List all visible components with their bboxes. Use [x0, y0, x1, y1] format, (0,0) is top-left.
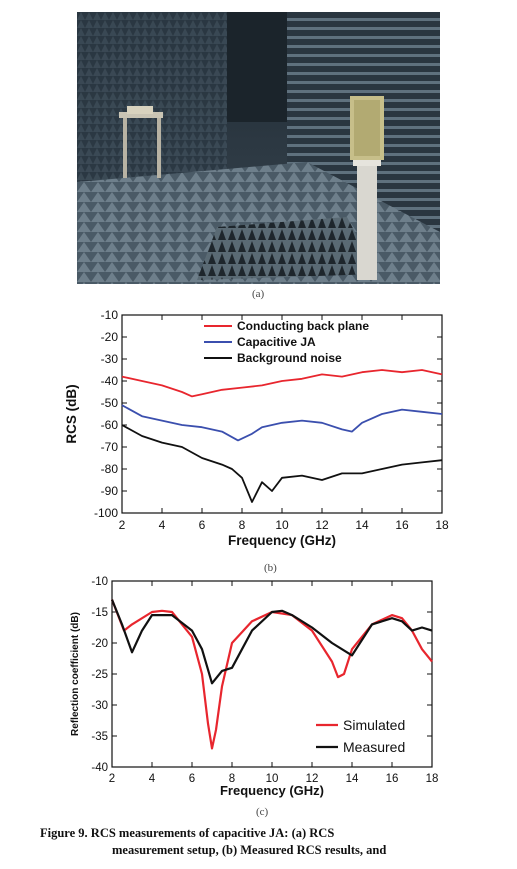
- y-tick-label: -20: [101, 330, 119, 344]
- y-axis-label: Reflection coefficient (dB): [70, 612, 81, 736]
- y-tick-label: -60: [101, 418, 119, 432]
- x-tick-label: 2: [119, 518, 126, 532]
- reflection-coefficient-chart: 2 4 6 8 10 12 14 16 18 -10 -15 -20 -25 -30 -35 -40 Frequ…: [70, 576, 439, 798]
- x-tick-label: 10: [266, 773, 279, 785]
- x-tick-label: 18: [426, 773, 439, 785]
- series-line-background-noise: [121, 424, 443, 503]
- caption-line-1: Figure 9. RCS measurements of capacitive…: [40, 826, 335, 840]
- x-tick-label: 2: [109, 773, 115, 785]
- rcs-chart: 2 4 6 8 10 12 14 16 18 -10 -20 -30 -40 -50 -60 -70 -80 -9…: [64, 308, 449, 548]
- legend-label: Measured: [343, 739, 405, 755]
- y-tick-label: -35: [91, 731, 108, 743]
- y-tick-label: -40: [101, 374, 119, 388]
- panel-a-label: (a): [252, 288, 265, 300]
- y-tick-label: -10: [91, 576, 108, 588]
- y-tick-label: -100: [94, 506, 118, 520]
- x-tick-label: 4: [149, 773, 156, 785]
- x-tick-label: 12: [315, 518, 329, 532]
- series-line-measured: [110, 599, 433, 685]
- y-tick-label: -70: [101, 440, 119, 454]
- legend-label: Capacitive JA: [237, 335, 316, 349]
- legend-label: Simulated: [343, 717, 405, 733]
- y-tick-label: -80: [101, 462, 119, 476]
- measurement-setup-photo: [77, 12, 440, 284]
- x-tick-label: 16: [386, 773, 399, 785]
- x-tick-label: 8: [229, 773, 235, 785]
- x-tick-label: 6: [189, 773, 195, 785]
- x-axis-label: Frequency (GHz): [220, 783, 324, 798]
- x-tick-label: 4: [159, 518, 166, 532]
- series-line-simulated: [110, 599, 433, 750]
- x-tick-label: 12: [306, 773, 319, 785]
- x-tick-label: 14: [355, 518, 369, 532]
- x-tick-label: 8: [239, 518, 246, 532]
- y-tick-label: -90: [101, 484, 119, 498]
- panel-c-label: (c): [256, 806, 269, 818]
- legend-label: Background noise: [237, 351, 342, 365]
- figure-caption: Figure 9. RCS measurements of capacitive…: [40, 825, 500, 859]
- y-tick-label: -10: [101, 308, 119, 322]
- y-tick-label: -50: [101, 396, 119, 410]
- y-tick-label: -15: [91, 607, 108, 619]
- series-line-capacitive-ja: [121, 404, 443, 442]
- y-tick-label: -40: [91, 762, 108, 774]
- x-tick-label: 10: [275, 518, 289, 532]
- panel-b-label: (b): [264, 562, 277, 574]
- series-line-conducting-back-plane: [121, 369, 443, 398]
- x-tick-label: 18: [435, 518, 449, 532]
- x-axis-label: Frequency (GHz): [228, 533, 336, 548]
- x-tick-label: 6: [199, 518, 206, 532]
- y-tick-label: -25: [91, 669, 108, 681]
- legend-label: Conducting back plane: [237, 319, 369, 333]
- y-tick-label: -30: [101, 352, 119, 366]
- y-axis-label: RCS (dB): [64, 384, 79, 443]
- x-tick-label: 16: [395, 518, 409, 532]
- y-tick-label: -20: [91, 638, 108, 650]
- x-tick-label: 14: [346, 773, 359, 785]
- caption-line-2: measurement setup, (b) Measured RCS resu…: [112, 843, 387, 857]
- y-tick-label: -30: [91, 700, 108, 712]
